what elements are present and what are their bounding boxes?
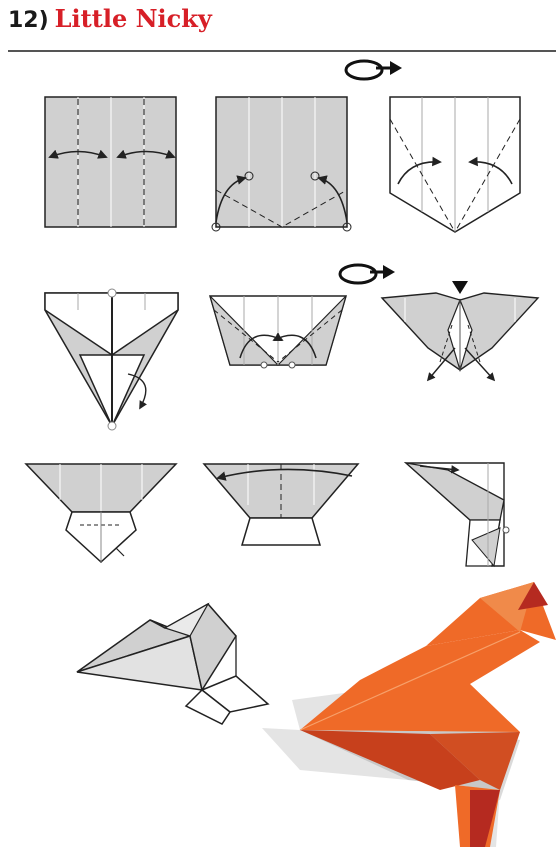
- page-header: 12) Little Nicky: [8, 4, 212, 38]
- step-number: 12): [8, 8, 49, 33]
- fold-arrow: [48, 149, 108, 159]
- step-6-diagram: [380, 281, 540, 382]
- flip-over-icon: [344, 59, 402, 81]
- fold-arrow: [116, 149, 176, 159]
- step-4-diagram: [44, 288, 179, 431]
- step-9-diagram: [403, 461, 510, 568]
- step-5-diagram: [209, 295, 347, 369]
- finished-plane-illustration: [262, 582, 556, 847]
- step-2-diagram: [211, 96, 352, 232]
- page-title: Little Nicky: [54, 4, 212, 33]
- step-3-diagram: [389, 96, 521, 233]
- step-7-diagram: [24, 463, 178, 564]
- finished-plane-sketch: [76, 602, 270, 725]
- header-divider: [8, 50, 556, 52]
- flip-over-icon: [338, 263, 395, 285]
- step-8-diagram: [202, 463, 360, 546]
- step-1-diagram: [44, 96, 177, 228]
- push-down-marker-icon: [452, 281, 468, 294]
